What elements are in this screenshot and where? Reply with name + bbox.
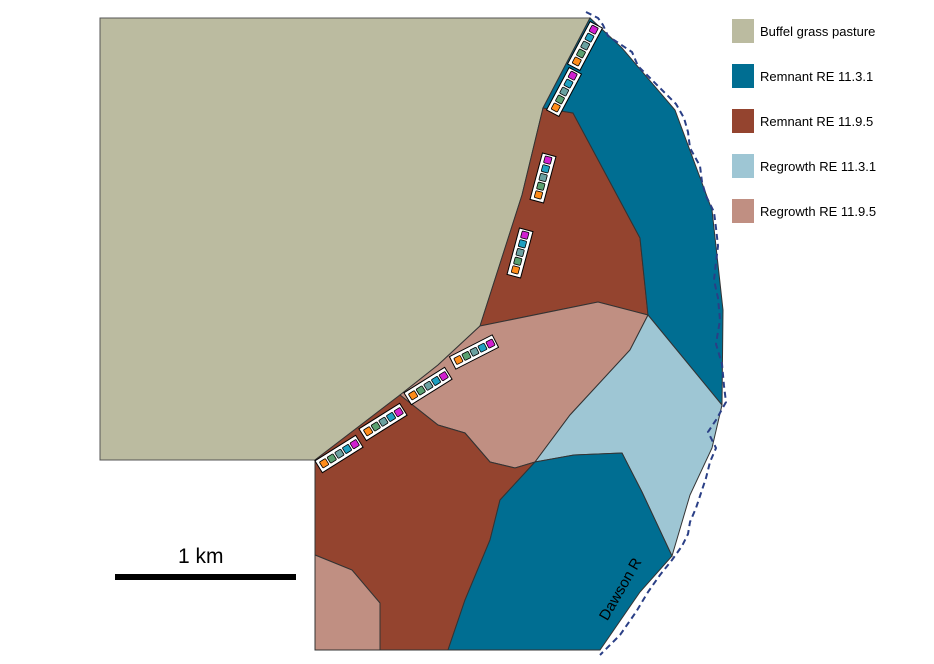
transect-plot-marker bbox=[453, 355, 464, 365]
transect-plot-marker bbox=[559, 86, 570, 97]
transect-plot-marker bbox=[520, 230, 530, 240]
transect-plot-marker bbox=[485, 338, 496, 349]
transect-group bbox=[545, 66, 583, 118]
transect-plot-marker bbox=[540, 164, 550, 174]
legend-label: Buffel grass pasture bbox=[760, 23, 876, 39]
transect-group bbox=[403, 366, 453, 406]
transect-plot-marker bbox=[517, 239, 527, 249]
legend-label: Remnant RE 11.9.5 bbox=[760, 113, 874, 129]
transect-plot-marker bbox=[363, 426, 374, 437]
transect-plot-marker bbox=[555, 94, 565, 105]
transect-plot-marker bbox=[386, 412, 396, 422]
scale-bar-label: 1 km bbox=[178, 545, 224, 568]
legend-item-regrowth-11-3-1: Regrowth RE 11.3.1 bbox=[732, 153, 876, 179]
legend-label: Remnant RE 11.3.1 bbox=[760, 68, 874, 84]
transect-plot-marker bbox=[342, 444, 352, 454]
legend-swatch bbox=[732, 109, 754, 133]
legend-item-regrowth-11-9-5: Regrowth RE 11.9.5 bbox=[732, 198, 876, 224]
transect-plot-marker bbox=[438, 371, 449, 382]
transect-plot-marker bbox=[536, 181, 546, 191]
transect-group bbox=[566, 20, 604, 72]
transect-plot-marker bbox=[538, 173, 548, 182]
transect-plot-marker bbox=[393, 407, 404, 418]
transect-plot-marker bbox=[423, 380, 434, 391]
transect-plot-marker bbox=[378, 416, 389, 427]
transect-plot-marker bbox=[469, 347, 480, 357]
transect-plot-marker bbox=[563, 78, 574, 89]
legend-swatch bbox=[732, 199, 754, 223]
legend-item-buffel-grass: Buffel grass pasture bbox=[732, 18, 875, 44]
transect-plot-marker bbox=[576, 48, 586, 59]
transect-plot-marker bbox=[580, 40, 591, 51]
transect-markers bbox=[314, 20, 604, 474]
dawson-river-line bbox=[585, 11, 728, 656]
legend-swatch bbox=[732, 19, 754, 43]
transect-plot-marker bbox=[477, 342, 488, 353]
transect-plot-marker bbox=[515, 248, 525, 257]
legend-item-remnant-11-3-1: Remnant RE 11.3.1 bbox=[732, 63, 873, 89]
transect-group bbox=[314, 434, 364, 474]
remnant-re-11-3-1-lower-area bbox=[447, 452, 673, 651]
transect-plot-marker bbox=[513, 256, 523, 266]
transect-plot-marker bbox=[584, 32, 595, 43]
legend-label: Regrowth RE 11.9.5 bbox=[760, 203, 877, 219]
transect-plot-marker bbox=[408, 390, 419, 401]
transect-plot-marker bbox=[511, 265, 520, 275]
legend-label: Regrowth RE 11.3.1 bbox=[760, 158, 877, 174]
transect-plot-marker bbox=[461, 351, 472, 361]
transect-group bbox=[506, 227, 534, 279]
legend-swatch bbox=[732, 154, 754, 178]
transect-plot-marker bbox=[567, 70, 578, 81]
transect-group bbox=[529, 152, 557, 204]
transect-plot-marker bbox=[415, 385, 426, 396]
transect-plot-marker bbox=[431, 376, 441, 386]
transect-plot-marker bbox=[349, 439, 360, 450]
transect-plot-marker bbox=[543, 155, 553, 165]
transect-group bbox=[358, 402, 408, 442]
regrowth-re-11-9-5-lower-area bbox=[314, 554, 381, 651]
transect-plot-marker bbox=[334, 448, 345, 459]
remnant-re-11-3-1-upper-area bbox=[542, 17, 724, 407]
transect-plot-marker bbox=[319, 458, 330, 469]
transect-plot-marker bbox=[370, 421, 381, 432]
legend-swatch bbox=[732, 64, 754, 88]
transect-group bbox=[448, 334, 500, 370]
transect-plot-marker bbox=[588, 24, 599, 35]
transect-plot-marker bbox=[534, 190, 543, 200]
transect-plot-marker bbox=[551, 102, 561, 113]
transect-plot-marker bbox=[326, 453, 337, 464]
transect-plot-marker bbox=[572, 56, 582, 67]
legend-item-remnant-11-9-5: Remnant RE 11.9.5 bbox=[732, 108, 873, 134]
